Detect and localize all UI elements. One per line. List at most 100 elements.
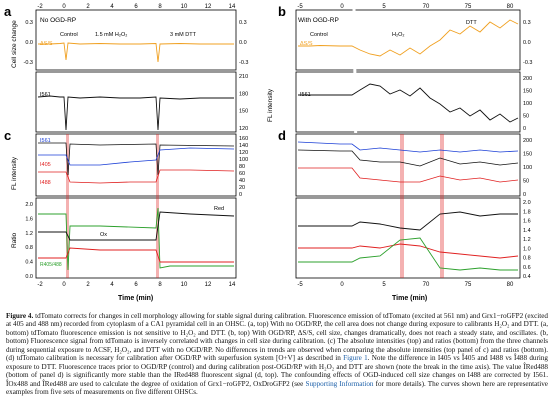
tick-label: 2.0 <box>25 202 33 208</box>
panel-d-ratio-ticks: 2.0 1.8 1.6 1.4 1.2 1.0 0.8 0.6 0.4 <box>523 200 531 280</box>
tick-label: 2.0 <box>523 200 531 206</box>
panel-letter-a: a <box>4 4 12 19</box>
tick-label: 8 <box>158 4 162 10</box>
tick-label: 2 <box>86 4 90 10</box>
panel-letter-c: c <box>4 128 11 143</box>
panel-d-i561-trace <box>297 141 519 153</box>
panel-d-i405-trace <box>297 149 519 167</box>
panel-c-i488-trace <box>38 169 235 184</box>
tick-label: 0.4 <box>25 260 33 266</box>
tick-label: 100 <box>239 157 248 163</box>
panel-d-h2o2-band <box>400 134 404 278</box>
tick-label: 20 <box>239 185 245 191</box>
panel-a-size-trace <box>38 42 234 63</box>
tick-label: 50 <box>523 179 529 185</box>
tick-label: 0 <box>523 192 526 198</box>
panel-a-ann-control: Control <box>60 32 78 38</box>
panel-a-condition: No OGD-RP <box>40 17 76 24</box>
tick-label: -0.3 <box>523 60 532 66</box>
panel-b-trace-label: ΔS/S <box>300 41 313 47</box>
panel-c-fl-ylabel: FL intensity <box>11 156 18 190</box>
tick-label: 2 <box>86 282 90 288</box>
tick-label: 80 <box>507 4 514 10</box>
panel-c-label-i405: I405 <box>40 162 51 168</box>
tick-label: 0.6 <box>523 265 531 271</box>
caption-link-supporting-info[interactable]: Supporting Information <box>305 379 374 388</box>
tick-label: 1.6 <box>25 216 33 222</box>
tick-label: -2 <box>37 282 43 288</box>
panel-d-dtt-band <box>440 134 444 278</box>
tick-label: 14 <box>229 282 236 288</box>
tick-label: 1.4 <box>523 228 531 234</box>
tick-label: 12 <box>205 282 212 288</box>
tick-label: 180 <box>239 91 248 97</box>
tick-label: 160 <box>239 136 248 142</box>
panel-letter-b: b <box>278 4 286 19</box>
tick-label: 80 <box>239 164 245 170</box>
tick-label: 10 <box>181 282 188 288</box>
tick-label: 0 <box>340 282 344 288</box>
panel-c-bottom-frame <box>35 197 237 279</box>
panel-b-ann-dtt: DTT <box>466 20 477 26</box>
tick-label: 0.0 <box>523 40 531 46</box>
panel-b-top-frame <box>295 9 521 71</box>
tick-label: 0 <box>340 4 344 10</box>
panel-a-ann-h2o2: 1.5 mM H₂O₂ <box>95 32 127 38</box>
panel-c-ratio-red <box>38 247 234 263</box>
panel-c-top-frame <box>35 133 237 197</box>
panel-c: I561 I405 I488 FL intensity Ratio Ox Red… <box>11 133 248 302</box>
figure-caption: Figure 4. tdTomato corrects for changes … <box>6 312 548 404</box>
panel-c-label-r405488: R405/488 <box>40 262 62 268</box>
tick-label: 0.3 <box>25 20 33 26</box>
panel-b-ann-h2o2: H₂O₂ <box>392 32 405 38</box>
tick-label: 4 <box>110 4 114 10</box>
panel-b-top-yright-ticks: 0.3 0.0 -0.3 <box>523 20 532 66</box>
tick-label: 0.0 <box>25 274 33 280</box>
panel-a-fl-trace <box>37 95 234 131</box>
panel-c-ratio-black <box>38 211 235 241</box>
tick-label: 12 <box>205 4 212 10</box>
tick-label: 6 <box>134 4 138 10</box>
caption-link-figure1[interactable]: Figure 1 <box>343 354 368 363</box>
tick-label: 60 <box>239 171 245 177</box>
tick-label: 0 <box>62 282 66 288</box>
tick-label: 80 <box>507 282 514 288</box>
panel-c-label-i488: I488 <box>40 180 51 186</box>
panel-a-x-ticks: -2 0 2 4 6 8 10 12 14 <box>37 4 236 10</box>
panel-d-top-frame <box>295 133 521 197</box>
panel-b-axis-break <box>352 7 360 312</box>
tick-label: 0.3 <box>523 20 531 26</box>
panel-a-top-frame <box>35 9 237 71</box>
tick-label: 1.6 <box>523 219 531 225</box>
tick-label: 5 <box>382 4 386 10</box>
panel-a-fl-label: I561 <box>40 92 51 98</box>
panel-a: No OGD-RP Control 1.5 mM H₂O₂ 3 mM DTT Δ… <box>11 4 274 133</box>
tick-label: -2 <box>37 4 43 10</box>
tick-label: 14 <box>229 4 236 10</box>
tick-label: 120 <box>239 126 248 132</box>
panel-d-ratio-black <box>298 211 518 231</box>
panel-d-bottom-frame <box>295 197 521 279</box>
panel-c-i405-trace <box>38 147 235 166</box>
tick-label: 150 <box>523 152 532 158</box>
tick-label: 0.8 <box>25 245 33 251</box>
panel-c-ratio-green <box>38 207 234 271</box>
tick-label: 0.0 <box>25 40 33 46</box>
tick-label: 8 <box>158 282 162 288</box>
tick-label: 140 <box>239 143 248 149</box>
tick-label: 40 <box>239 178 245 184</box>
tick-label: 0.0 <box>239 40 247 46</box>
caption-title: Figure 4. <box>6 312 34 320</box>
tick-label: 200 <box>523 76 532 82</box>
tick-label: 100 <box>523 165 532 171</box>
panel-d-ratio-red <box>298 243 519 259</box>
panel-a-bottom-frame <box>35 71 237 133</box>
panel-c-i561-trace <box>38 142 235 176</box>
tick-label: 150 <box>523 89 532 95</box>
tick-label: 70 <box>423 282 430 288</box>
tick-label: 210 <box>239 74 248 80</box>
panel-d-ratio-green <box>298 237 518 271</box>
panel-b-x-ticks: -5 0 5 70 75 80 <box>297 4 514 10</box>
tick-label: 1.2 <box>25 231 33 237</box>
